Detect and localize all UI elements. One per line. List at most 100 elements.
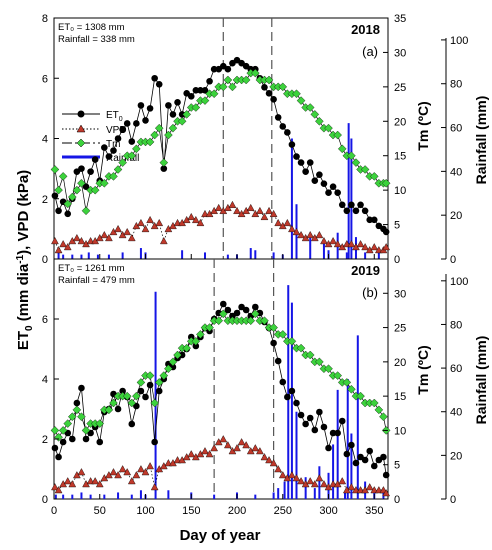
vpd-point: [260, 453, 269, 461]
tm-point: [347, 385, 356, 394]
tm-point: [315, 357, 324, 367]
vpd-point: [123, 227, 132, 236]
tm-point: [342, 378, 352, 387]
legend-et0-label: ET0: [106, 110, 123, 123]
et0-point: [288, 387, 296, 395]
vpd-point: [347, 240, 356, 248]
vpd-point: [315, 230, 324, 239]
left-tick-label: 8: [42, 13, 48, 25]
tm-point: [324, 123, 333, 133]
x-tick-label: 150: [182, 505, 200, 517]
et0-point: [329, 429, 337, 437]
et0-point: [279, 123, 287, 130]
et0-point: [297, 159, 305, 166]
tm-point: [164, 130, 173, 140]
x-tick-label: 50: [94, 505, 106, 517]
legend-tm-label: Tm: [106, 139, 120, 150]
et0-point: [293, 153, 300, 160]
et0-point: [91, 156, 99, 163]
et0-point: [274, 114, 282, 121]
et0-point: [338, 201, 346, 209]
vpd-point: [224, 441, 232, 449]
tm-point: [154, 378, 164, 387]
tm-point: [58, 172, 68, 181]
tm-point: [164, 364, 173, 373]
tm-point: [278, 82, 288, 92]
tm-point: [260, 316, 269, 325]
tm-point: [292, 89, 301, 99]
vpd-point: [288, 224, 296, 233]
vpd-point: [265, 206, 273, 214]
vpd-point: [214, 203, 223, 211]
vpd-point: [114, 471, 122, 479]
et0-point: [343, 207, 351, 215]
vpd-point: [333, 240, 342, 248]
left-tick-label: 2: [42, 434, 48, 446]
vpd-point: [77, 237, 86, 245]
tm-point: [95, 419, 105, 428]
tm-point: [369, 398, 379, 408]
vpd-point: [187, 212, 196, 221]
panel-label: (b): [362, 285, 378, 300]
tm-point: [127, 398, 137, 408]
rain-annotation: Rainfall = 479 mm: [58, 275, 135, 286]
vpd-point: [382, 489, 391, 497]
tm-point: [182, 110, 191, 119]
et0-point: [178, 351, 186, 359]
vpd-point: [278, 471, 287, 479]
et0-point: [73, 399, 81, 407]
left-tick-label: 0: [42, 494, 48, 506]
tm-point: [150, 398, 159, 408]
tm-point: [264, 75, 274, 85]
et0-point: [311, 426, 319, 434]
rain-annotation: Rainfall = 338 mm: [58, 34, 135, 45]
x-tick-label: 300: [319, 505, 337, 517]
x-tick-label: 200: [228, 505, 246, 517]
vpd-point: [100, 230, 109, 239]
et0-point: [119, 387, 126, 395]
tm-point: [269, 323, 278, 332]
et0-point: [370, 462, 378, 470]
vpd-point: [361, 243, 369, 251]
vpd-point: [192, 215, 200, 224]
tm-point: [333, 371, 342, 380]
tm-point: [251, 68, 260, 78]
left-axis-label: ET0 (mm dia-1), VPD (kPa): [15, 170, 35, 350]
tm-point: [81, 426, 91, 435]
rain-tick-label: 60: [450, 123, 462, 135]
et0-point: [51, 192, 59, 200]
tm-tick-label: 5: [394, 220, 400, 232]
rain-tick-label: 80: [450, 319, 462, 331]
et0-point: [137, 102, 145, 109]
vpd-point: [269, 459, 278, 467]
et0-point: [119, 126, 126, 133]
et0-point: [270, 339, 277, 347]
tm-tick-label: 35: [394, 13, 406, 25]
x-axis-label: Day of year: [180, 527, 261, 544]
vpd-point: [132, 471, 141, 479]
tm-tick-label: 0: [394, 254, 400, 266]
legend-et0-label-sub: 0: [119, 116, 123, 123]
left-tick-label: 2: [42, 194, 48, 206]
vpd-point: [265, 456, 273, 464]
tm-point: [305, 103, 315, 112]
tm-point: [296, 343, 306, 353]
vpd-point: [320, 480, 328, 488]
rain-tick-label: 100: [450, 276, 468, 288]
vpd-point: [329, 237, 337, 245]
et0-point: [178, 111, 186, 118]
left-tick-label: 6: [42, 73, 48, 85]
vpd-point: [187, 450, 196, 458]
tm-point: [145, 371, 155, 380]
et0-point: [370, 216, 378, 224]
tm-point: [351, 158, 361, 167]
et0-point: [155, 80, 163, 88]
et0-point: [382, 471, 390, 479]
tm-point: [68, 192, 77, 202]
tm-point: [168, 123, 178, 133]
et0-point: [59, 438, 67, 446]
